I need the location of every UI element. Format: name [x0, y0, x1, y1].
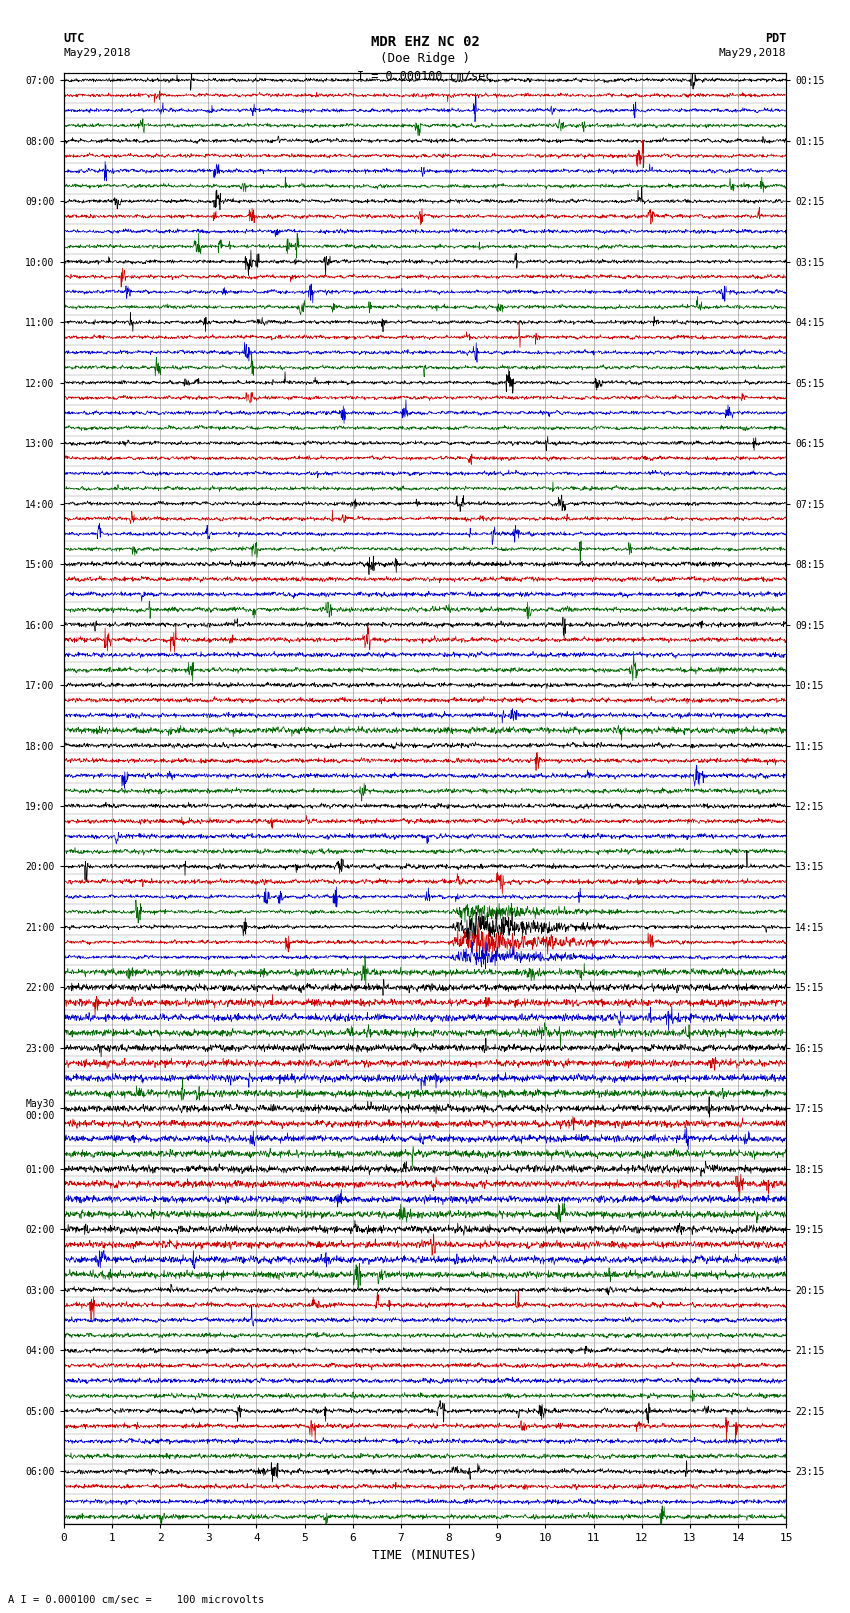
Text: I = 0.000100 cm/sec: I = 0.000100 cm/sec	[357, 69, 493, 82]
Text: May29,2018: May29,2018	[64, 48, 131, 58]
Text: UTC: UTC	[64, 32, 85, 45]
Text: (Doe Ridge ): (Doe Ridge )	[380, 52, 470, 65]
Text: MDR EHZ NC 02: MDR EHZ NC 02	[371, 35, 479, 50]
Text: A I = 0.000100 cm/sec =    100 microvolts: A I = 0.000100 cm/sec = 100 microvolts	[8, 1595, 264, 1605]
X-axis label: TIME (MINUTES): TIME (MINUTES)	[372, 1548, 478, 1561]
Text: May29,2018: May29,2018	[719, 48, 786, 58]
Text: PDT: PDT	[765, 32, 786, 45]
